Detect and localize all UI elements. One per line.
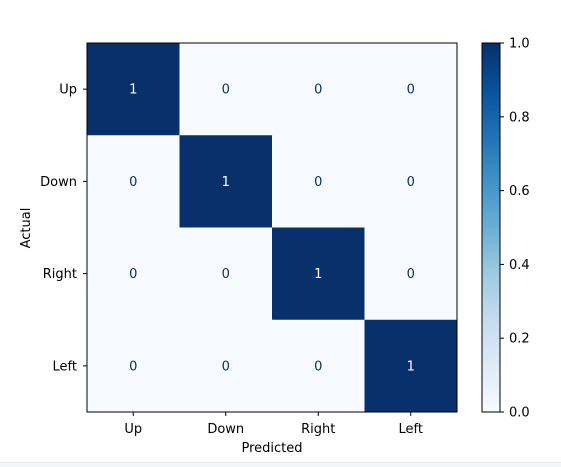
y-axis-label: Actual: [19, 208, 34, 249]
heatmap-cell: [87, 43, 180, 136]
x-tick-label: Left: [399, 422, 423, 437]
heatmap-cell: [87, 227, 180, 321]
colorbar-tick-label: 0.2: [509, 332, 530, 347]
heatmap-cell: [179, 319, 273, 413]
y-tick-label: Right: [43, 267, 77, 282]
colorbar-tick-label: 0.8: [509, 110, 530, 125]
heatmap-cell: [179, 227, 273, 321]
heatmap-cell: [272, 227, 365, 321]
plot-frame: [86, 42, 458, 413]
window-bottom-edge: [0, 462, 561, 467]
heatmap-cell: [364, 43, 458, 136]
colorbar-tick-label: 0.0: [509, 406, 530, 421]
cell-value-label: 0: [314, 83, 322, 98]
heatmap-cell: [364, 135, 458, 228]
y-tick-label: Down: [40, 175, 77, 190]
cell-value-label: 0: [314, 175, 322, 190]
heatmap-cell: [364, 319, 458, 413]
cell-value-label: 0: [314, 359, 322, 374]
heatmap-cell: [179, 135, 273, 228]
colorbar-tick-label: 0.4: [509, 258, 530, 273]
colorbar-tick-label: 0.6: [509, 184, 530, 199]
cell-value-label: 1: [222, 175, 230, 190]
cell-value-label: 0: [129, 267, 137, 282]
colorbar-tick-label: 1.0: [509, 37, 530, 52]
x-tick-label: Right: [301, 422, 335, 437]
heatmap-cell: [87, 135, 180, 228]
cell-value-label: 0: [129, 175, 137, 190]
heatmap-cell: [272, 319, 365, 413]
heatmap-plot-area: 1 0 0 0 0 1 0 0 0 0 1 0 0 0 0 1 Up Down Right Left Up Down Rig…: [40, 42, 458, 437]
cell-value-label: 0: [222, 83, 230, 98]
x-tick-label: Up: [124, 422, 142, 437]
y-tick-label: Up: [59, 83, 77, 98]
cell-value-label: 0: [222, 359, 230, 374]
cell-value-label: 1: [129, 83, 137, 98]
cell-value-label: 1: [314, 267, 322, 282]
heatmap-cell: [364, 227, 458, 321]
heatmap-cell: [87, 319, 180, 413]
cell-value-label: 0: [129, 359, 137, 374]
heatmap-cell: [272, 135, 365, 228]
cell-value-label: 0: [407, 83, 415, 98]
x-tick-label: Down: [207, 422, 244, 437]
colorbar-gradient: [482, 43, 500, 412]
heatmap-cell: [272, 43, 365, 136]
cell-value-label: 0: [407, 175, 415, 190]
y-tick-label: Left: [53, 359, 77, 374]
colorbar-frame: [481, 42, 501, 413]
x-axis-label: Predicted: [241, 441, 302, 456]
cell-value-label: 1: [407, 359, 415, 374]
cell-value-label: 0: [407, 267, 415, 282]
heatmap-cell: [179, 43, 273, 136]
cell-value-label: 0: [222, 267, 230, 282]
colorbar: 0.0 0.2 0.4 0.6 0.8 1.0: [481, 37, 530, 421]
